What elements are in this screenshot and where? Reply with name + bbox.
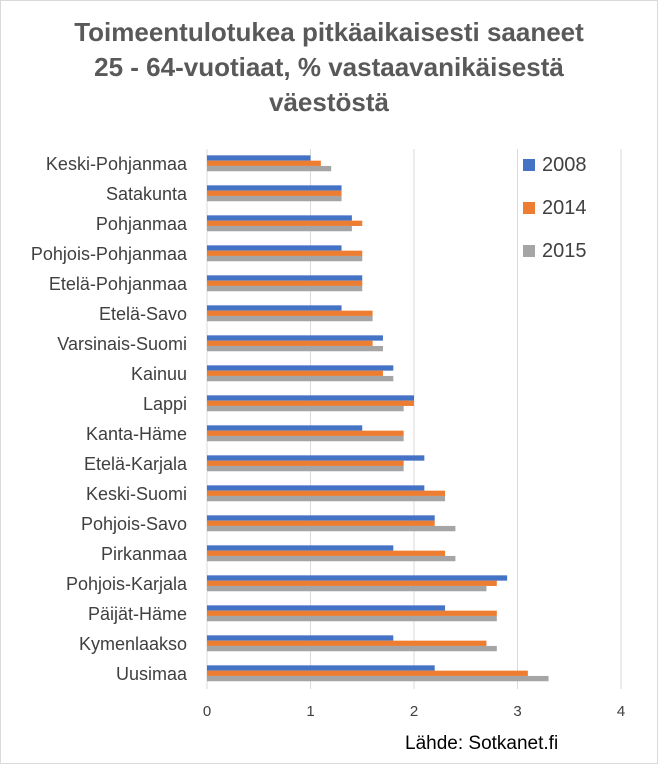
bar xyxy=(207,335,383,341)
bar xyxy=(207,400,414,406)
bar xyxy=(207,285,363,292)
bar xyxy=(207,220,363,226)
category-label: Uusimaa xyxy=(116,664,188,684)
bar xyxy=(207,435,404,442)
chart-title-line-2: 25 - 64-vuotiaat, % vastaavanikäisestä xyxy=(94,52,564,82)
category-label: Varsinais-Suomi xyxy=(57,334,187,354)
x-tick-label: 3 xyxy=(513,703,521,720)
category-label: Etelä-Savo xyxy=(99,304,187,324)
bar xyxy=(207,395,414,401)
bar xyxy=(207,455,425,461)
bar xyxy=(207,155,311,161)
category-label: Keski-Suomi xyxy=(86,484,187,504)
legend-swatch xyxy=(523,202,535,214)
category-labels: Keski-Pohjanmaa Satakunta Pohjanmaa Pohjois… xyxy=(31,154,188,684)
bar xyxy=(207,245,342,251)
bar xyxy=(207,225,352,232)
legend: 2008 2014 2015 xyxy=(523,154,587,262)
gridlines xyxy=(206,149,622,689)
bar xyxy=(207,160,321,166)
category-label: Kanta-Häme xyxy=(86,424,187,444)
category-label: Kainuu xyxy=(131,364,187,384)
category-label: Satakunta xyxy=(106,184,188,204)
bar xyxy=(207,280,363,286)
bar xyxy=(207,665,435,671)
category-label: Pohjois-Pohjanmaa xyxy=(31,244,188,264)
bar xyxy=(207,315,373,322)
bar xyxy=(207,365,394,371)
bar xyxy=(207,165,332,172)
legend-swatch xyxy=(523,159,535,171)
chart-title: Toimeentulotukea pitkäaikaisesti saaneet… xyxy=(1,15,657,120)
x-tick-label: 1 xyxy=(306,703,314,720)
bar xyxy=(207,215,352,221)
chart-title-line-3: väestöstä xyxy=(269,87,389,117)
bar xyxy=(207,645,497,652)
bar xyxy=(207,675,549,682)
legend-label: 2015 xyxy=(542,240,587,262)
category-label: Etelä-Pohjanmaa xyxy=(49,274,188,294)
source-note: Lähde: Sotkanet.fi xyxy=(405,733,559,754)
bar xyxy=(207,370,383,376)
bar xyxy=(207,375,394,382)
category-label: Etelä-Karjala xyxy=(84,454,188,474)
bar xyxy=(207,250,363,256)
legend-label: 2008 xyxy=(542,154,587,176)
bar xyxy=(207,610,497,616)
x-axis-tick-labels: 0 1 2 3 4 xyxy=(203,703,625,720)
bar xyxy=(207,520,435,526)
bar xyxy=(207,305,342,311)
x-tick-label: 0 xyxy=(203,703,211,720)
bar xyxy=(207,430,404,436)
bar xyxy=(207,605,446,611)
bar xyxy=(207,555,456,562)
bar xyxy=(207,310,373,316)
bar xyxy=(207,670,528,676)
bar xyxy=(207,275,363,281)
bar xyxy=(207,515,435,521)
bar xyxy=(207,545,394,551)
category-label: Pirkanmaa xyxy=(101,544,188,564)
bar xyxy=(207,550,446,556)
bar xyxy=(207,575,508,581)
category-label: Lappi xyxy=(143,394,187,414)
category-label: Pohjois-Karjala xyxy=(66,574,188,594)
bar xyxy=(207,190,342,196)
bar xyxy=(207,345,383,352)
bars xyxy=(207,155,549,682)
category-label: Pohjois-Savo xyxy=(81,514,187,534)
bar xyxy=(207,495,446,502)
x-tick-label: 4 xyxy=(617,703,625,720)
bar xyxy=(207,640,487,646)
bar xyxy=(207,405,404,412)
x-tick-label: 2 xyxy=(410,703,418,720)
bar xyxy=(207,485,425,491)
category-label: Keski-Pohjanmaa xyxy=(46,154,188,174)
bar xyxy=(207,490,446,496)
bar xyxy=(207,585,487,592)
bar xyxy=(207,525,456,532)
bar xyxy=(207,615,497,622)
bar xyxy=(207,465,404,472)
category-label: Päijät-Häme xyxy=(88,604,187,624)
chart-title-line-1: Toimeentulotukea pitkäaikaisesti saaneet xyxy=(74,17,584,47)
bar xyxy=(207,255,363,262)
legend-label: 2014 xyxy=(542,197,587,219)
category-label: Kymenlaakso xyxy=(79,634,187,654)
bar xyxy=(207,340,373,346)
bar xyxy=(207,185,342,191)
category-label: Pohjanmaa xyxy=(96,214,188,234)
bar xyxy=(207,635,394,641)
legend-swatch xyxy=(523,245,535,257)
bar xyxy=(207,425,363,431)
bar xyxy=(207,580,497,586)
bar xyxy=(207,460,404,466)
bar xyxy=(207,195,342,202)
